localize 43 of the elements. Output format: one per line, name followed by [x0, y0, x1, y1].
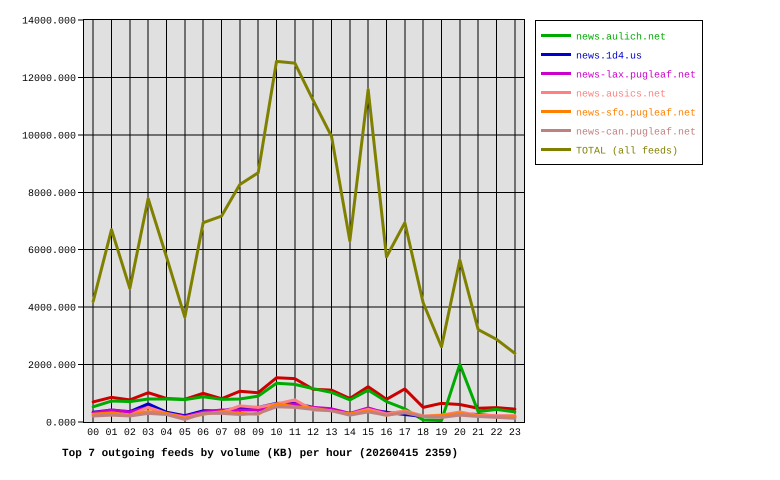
x-tick-label: 13	[325, 428, 338, 439]
x-tick-label: 00	[87, 428, 100, 439]
x-tick-label: 22	[490, 428, 503, 439]
legend-label: news-lax.pugleaf.net	[576, 69, 696, 82]
legend-label: news.ausics.net	[576, 88, 666, 100]
text: Top 7 outgoing feeds by volume (KB) per hour (20260415 2359)	[62, 447, 458, 460]
x-tick-label: 11	[288, 428, 301, 439]
legend-label: TOTAL (all feeds)	[576, 145, 678, 158]
x-tick-label: 19	[435, 428, 448, 439]
legend-label: news-sfo.pugleaf.net	[576, 107, 696, 120]
x-tick-label: 06	[197, 428, 210, 439]
x-tick-label: 20	[454, 428, 466, 439]
x-tick-label: 12	[307, 428, 320, 439]
y-tick-label: 12000.000	[22, 74, 76, 85]
x-tick-label: 17	[398, 428, 411, 439]
y-tick-label: 0.000	[46, 418, 76, 430]
x-tick-label: 14	[344, 428, 356, 439]
y-tick-label: 4000.000	[28, 304, 76, 315]
x-tick-label: 09	[252, 428, 264, 439]
legend-label: news.aulich.net	[576, 31, 666, 44]
x-tick-label: 21	[472, 428, 484, 439]
line-series	[92, 60, 516, 355]
x-tick-label: 02	[124, 428, 136, 439]
x-tick-label: 08	[234, 428, 246, 439]
x-tick-label: 05	[178, 428, 191, 439]
line-series	[92, 405, 516, 421]
y-tick-label: 8000.000	[28, 188, 76, 200]
x-tick-label: 03	[142, 428, 154, 439]
x-tick-label: 01	[105, 428, 118, 439]
legend-label: news.1d4.us	[576, 50, 642, 62]
x-tick-label: 07	[215, 428, 228, 439]
x-tick-label: 04	[160, 428, 173, 439]
x-tick-label: 10	[270, 428, 283, 439]
x-tick-label: 18	[417, 428, 430, 439]
legend-label: news-can.pugleaf.net	[576, 126, 696, 138]
line-series	[92, 362, 516, 422]
x-tick-label: 23	[508, 428, 521, 439]
x-tick-label: 15	[362, 428, 374, 439]
y-tick-label: 6000.000	[28, 246, 76, 258]
x-tick-label: 16	[380, 428, 393, 439]
y-tick-label: 2000.000	[28, 361, 76, 372]
y-tick-label: 14000.000	[22, 16, 76, 28]
y-tick-label: 10000.000	[22, 131, 76, 142]
